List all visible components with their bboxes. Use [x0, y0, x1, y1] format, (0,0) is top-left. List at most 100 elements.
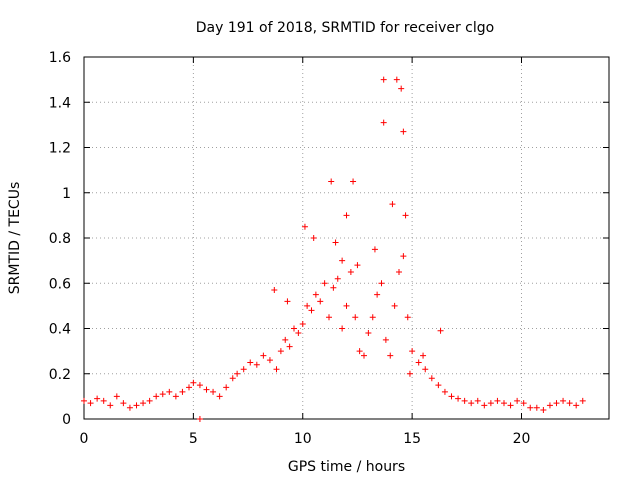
data-point: [326, 314, 332, 321]
data-point: [494, 397, 501, 404]
data-point: [107, 402, 114, 409]
data-point: [312, 291, 319, 298]
chart-title: Day 191 of 2018, SRMTID for receiver clg…: [196, 20, 494, 36]
data-point: [240, 366, 247, 373]
data-point: [291, 325, 297, 332]
data-point: [527, 404, 534, 411]
data-point: [448, 393, 455, 400]
data-point: [100, 397, 107, 404]
data-point: [260, 352, 267, 359]
data-point: [113, 393, 120, 400]
data-point: [334, 275, 341, 282]
data-point: [304, 302, 311, 309]
x-tick-label: 20: [513, 431, 531, 447]
data-point: [573, 402, 580, 409]
data-point: [166, 388, 173, 395]
data-point: [186, 384, 192, 391]
data-point: [350, 178, 357, 185]
data-point: [271, 287, 278, 294]
data-point: [120, 400, 127, 407]
data-point: [501, 400, 507, 407]
y-tick-label: 0.2: [49, 367, 71, 383]
data-point: [398, 85, 405, 92]
y-tick-label: 0: [62, 412, 71, 428]
data-point: [553, 400, 560, 407]
data-point: [468, 400, 475, 407]
data-point: [339, 325, 346, 332]
data-point: [400, 128, 407, 135]
data-point: [253, 361, 260, 368]
data-point: [87, 400, 94, 407]
data-point: [81, 397, 87, 404]
data-point: [437, 327, 444, 334]
data-point: [354, 262, 361, 269]
data-point: [146, 397, 153, 404]
data-point: [380, 76, 387, 83]
data-point: [487, 400, 494, 407]
data-point: [378, 280, 385, 287]
data-point: [308, 307, 315, 314]
data-point: [382, 336, 389, 343]
y-tick-label: 0.8: [49, 231, 71, 247]
data-point: [234, 370, 241, 377]
data-point: [282, 336, 289, 343]
data-point: [389, 201, 396, 208]
data-point: [461, 397, 468, 404]
data-point: [286, 343, 293, 350]
data-point: [406, 370, 413, 377]
data-point: [428, 375, 435, 382]
data-point: [533, 404, 540, 411]
data-point: [566, 400, 573, 407]
x-tick-label: 5: [189, 431, 198, 447]
grid: [84, 57, 609, 419]
x-tick-label: 0: [80, 431, 89, 447]
data-point: [133, 402, 140, 409]
data-point: [172, 393, 179, 400]
data-point: [441, 388, 448, 395]
data-points: [81, 76, 586, 422]
data-point: [546, 402, 553, 409]
data-point: [560, 397, 567, 404]
data-point: [474, 397, 481, 404]
data-point: [179, 388, 186, 395]
data-point: [365, 330, 372, 337]
data-point: [330, 284, 337, 291]
data-point: [229, 375, 236, 382]
data-point: [140, 400, 147, 407]
data-point: [387, 352, 394, 359]
y-axis-label: SRMTID / TECUs: [7, 182, 23, 295]
data-point: [328, 178, 335, 185]
data-point: [196, 416, 203, 422]
data-point: [481, 402, 488, 409]
data-point: [361, 352, 367, 359]
data-point: [317, 298, 324, 305]
data-point: [301, 223, 308, 230]
data-point: [153, 393, 160, 400]
data-point: [247, 359, 254, 366]
y-tick-label: 0.6: [49, 276, 71, 292]
y-tick-label: 1.4: [49, 95, 71, 111]
data-point: [409, 348, 416, 355]
data-point: [507, 402, 514, 409]
data-point: [223, 384, 230, 391]
data-point: [310, 235, 317, 241]
data-point: [284, 298, 291, 305]
data-point: [371, 246, 378, 253]
data-point: [374, 291, 381, 298]
data-point: [203, 386, 210, 393]
data-point: [295, 330, 302, 337]
x-tick-label: 10: [294, 431, 312, 447]
data-point: [393, 76, 400, 83]
data-point: [400, 253, 407, 260]
x-tick-label: 15: [403, 431, 421, 447]
data-point: [380, 119, 387, 126]
data-point: [402, 212, 409, 219]
data-point: [126, 404, 133, 411]
data-point: [339, 257, 346, 264]
data-point: [190, 379, 197, 386]
data-point: [343, 212, 350, 219]
data-point: [332, 239, 339, 246]
data-point: [422, 366, 429, 373]
data-point: [415, 359, 422, 366]
data-point: [455, 395, 462, 402]
